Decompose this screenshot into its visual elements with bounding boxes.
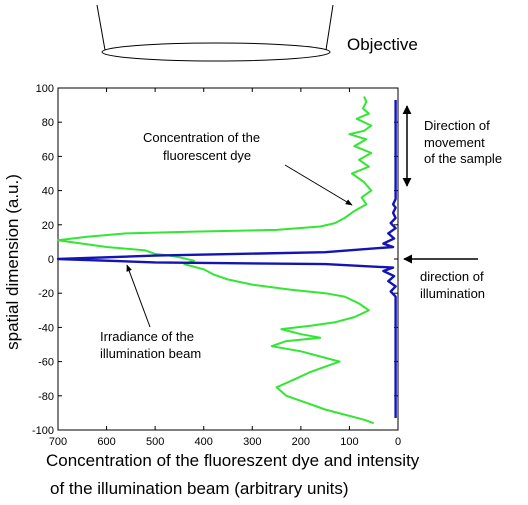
y-axis-label: spatial dimension (a.u.) xyxy=(3,174,22,350)
y-tick-label: -40 xyxy=(38,322,54,334)
x-axis-label-line1: Concentration of the fluoreszent dye and… xyxy=(46,451,420,470)
y-tick-label: -100 xyxy=(32,425,54,437)
y-tick-label: 60 xyxy=(42,151,54,163)
y-tick-label: -60 xyxy=(38,357,54,369)
y-tick-label: -80 xyxy=(38,391,54,403)
x-tick-label: 0 xyxy=(395,436,401,448)
irradiance-annotation-line2: illumination beam xyxy=(100,346,201,361)
illumination-intensity-line xyxy=(56,100,397,418)
series-group xyxy=(56,96,397,425)
dye-concentration-line xyxy=(57,96,375,425)
x-tick-label: 100 xyxy=(340,436,358,448)
movement-annotation-line3: of the sample xyxy=(424,151,502,166)
irradiance-annotation-line1: Irradiance of the xyxy=(100,329,194,344)
x-tick-label: 700 xyxy=(49,436,67,448)
y-tick-label: 40 xyxy=(42,186,54,198)
objective-icon xyxy=(96,4,334,62)
dye-annotation-line1: Concentration of the xyxy=(143,130,260,145)
movement-annotation-line2: movement xyxy=(424,135,485,150)
objective-label: Objective xyxy=(347,35,418,54)
x-axis-label-line2: of the illumination beam (arbitrary unit… xyxy=(50,479,349,498)
irradiance-pointer-arrow xyxy=(126,264,151,328)
y-tick-label: 20 xyxy=(42,220,54,232)
x-tick-label: 400 xyxy=(195,436,213,448)
x-tick-label: 500 xyxy=(146,436,164,448)
x-tick-label: 600 xyxy=(97,436,115,448)
dye-pointer-arrow xyxy=(284,164,353,206)
illumination-annotation-line1: direction of xyxy=(420,269,484,284)
y-tick-label: 0 xyxy=(48,254,54,266)
x-tick-label: 200 xyxy=(292,436,310,448)
y-tick-label: 80 xyxy=(42,117,54,129)
y-tick-label: 100 xyxy=(36,83,54,95)
dye-annotation-line2: fluorescent dye xyxy=(163,148,251,163)
y-tick-label: -20 xyxy=(38,288,54,300)
movement-annotation-line1: Direction of xyxy=(424,118,490,133)
axis-ticks: 700 600 500 400 300 200 100 0100806040200-20-40… xyxy=(32,83,401,448)
x-tick-label: 300 xyxy=(243,436,261,448)
illumination-annotation-line2: illumination xyxy=(420,286,485,301)
